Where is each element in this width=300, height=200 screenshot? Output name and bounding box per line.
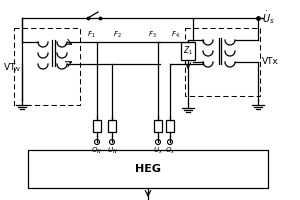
Bar	[93, 120, 101, 132]
Text: $F_2$: $F_2$	[113, 30, 122, 40]
Text: VT$_N$: VT$_N$	[3, 62, 21, 74]
Bar	[166, 120, 174, 132]
Bar	[14, 28, 80, 105]
Bar	[181, 42, 195, 60]
Text: $F_4$: $F_4$	[171, 30, 180, 40]
Text: $O_N$: $O_N$	[92, 146, 103, 156]
Text: $F_3$: $F_3$	[148, 30, 157, 40]
Text: VTx: VTx	[262, 58, 279, 66]
Text: $\dot{U}_s$: $\dot{U}_s$	[262, 10, 274, 26]
Text: $Z_1$: $Z_1$	[183, 45, 193, 57]
Text: $U_x$: $U_x$	[153, 146, 163, 156]
Bar	[28, 150, 268, 188]
Bar	[154, 120, 162, 132]
Text: HEG: HEG	[135, 164, 161, 174]
Text: $F_1$: $F_1$	[87, 30, 96, 40]
Bar	[108, 120, 116, 132]
Text: $O_x$: $O_x$	[165, 146, 175, 156]
Bar	[185, 28, 260, 96]
Text: $U_N$: $U_N$	[107, 146, 117, 156]
